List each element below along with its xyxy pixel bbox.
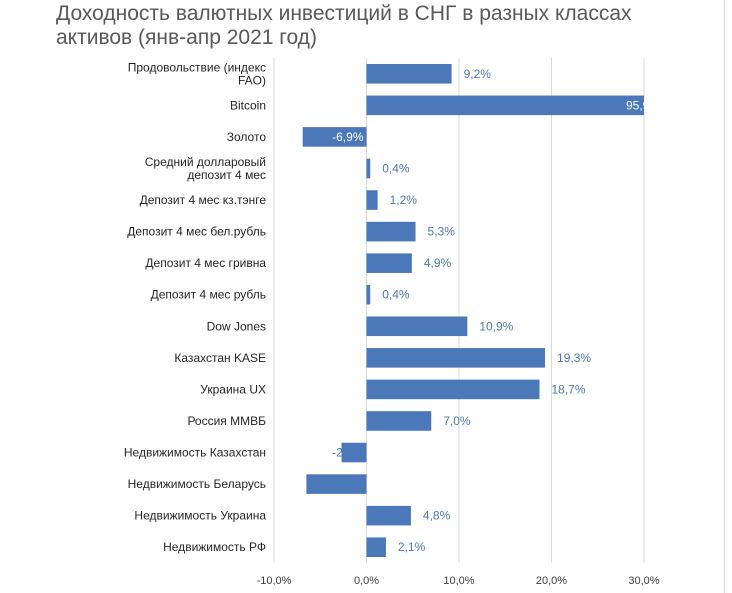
category-label: Недвижимость РФ	[163, 540, 266, 554]
data-label: 1,2%	[390, 193, 418, 207]
data-label: -6,5%	[309, 477, 341, 491]
category-label: Продовольствие (индекс FAO)	[128, 60, 266, 87]
data-label: 0,4%	[382, 288, 410, 302]
bar	[306, 474, 367, 494]
data-label: 95,9%	[626, 98, 660, 112]
data-label: -6,9%	[332, 130, 364, 144]
x-tick-label: 10,0%	[443, 575, 474, 587]
bar	[341, 442, 367, 463]
x-tick-label: 0,0%	[354, 575, 379, 587]
bar	[366, 284, 371, 305]
bar	[302, 127, 367, 147]
bar	[366, 411, 432, 431]
category-label: Депозит 4 мес гривна	[145, 256, 266, 270]
category-label: Депозит 4 мес кз.тэнге	[140, 193, 267, 207]
category-label: Bitcoin	[230, 98, 266, 112]
bar	[366, 63, 452, 84]
x-tick-label: 30,0%	[628, 575, 659, 587]
bar	[366, 505, 411, 526]
data-label: 10,9%	[479, 319, 513, 333]
data-label: 19,3%	[557, 351, 591, 365]
category-label: Депозит 4 мес бел.рубль	[127, 225, 266, 239]
data-label: 2,1%	[398, 540, 426, 554]
bar	[366, 379, 540, 400]
data-label: 18,7%	[551, 382, 585, 396]
bar	[366, 253, 412, 273]
data-label: 5,3%	[428, 225, 456, 239]
chart-title: Доходность валютных инвестиций в СНГ в р…	[56, 2, 632, 49]
data-label: 4,8%	[423, 509, 451, 523]
category-label: Недвижимость Беларусь	[128, 477, 266, 491]
x-tick-label: -10,0%	[257, 575, 292, 587]
data-label: -2,7%	[332, 446, 364, 460]
data-label: 9,2%	[464, 67, 492, 81]
bar	[366, 537, 386, 558]
bar	[366, 190, 378, 210]
panel-border	[724, 0, 725, 593]
data-label: 0,4%	[382, 161, 410, 175]
category-label: Казахстан KASE	[174, 351, 266, 365]
x-tick-label: 20,0%	[536, 575, 567, 587]
bar	[366, 316, 468, 337]
bar	[366, 348, 546, 368]
bar	[366, 221, 416, 242]
bar	[366, 158, 371, 179]
category-label: Dow Jones	[207, 319, 266, 333]
category-label: Средний долларовый депозит 4 мес	[145, 155, 266, 182]
category-label: Депозит 4 мес рубль	[151, 288, 266, 302]
bar	[366, 95, 644, 116]
category-label: Золото	[227, 130, 267, 144]
data-label: 7,0%	[443, 414, 471, 428]
category-label: Украина UX	[200, 382, 266, 396]
category-label: Недвижимость Украина	[134, 509, 266, 523]
data-label: 4,9%	[424, 256, 452, 270]
category-label: Недвижимость Казахстан	[124, 446, 266, 460]
category-label: Россия ММВБ	[187, 414, 266, 428]
